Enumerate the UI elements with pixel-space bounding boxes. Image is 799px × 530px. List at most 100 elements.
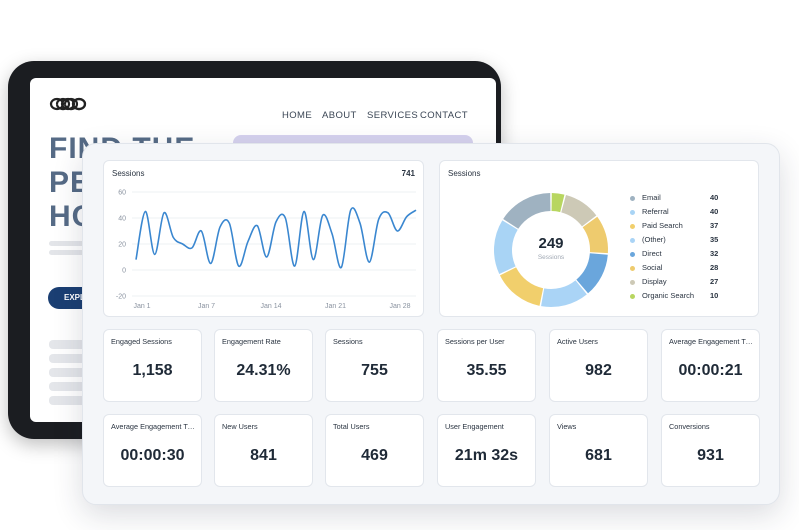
metric-label: Conversions (669, 422, 710, 431)
legend-label: Paid Search (642, 221, 683, 230)
metric-label: Engagement Rate (222, 337, 281, 346)
donut-slice[interactable] (576, 252, 608, 294)
x-tick-label: Jan 28 (389, 303, 410, 310)
nav-contact-link[interactable]: CONTACT (420, 110, 469, 121)
metric-label: Sessions per User (445, 337, 505, 346)
legend-color-dot (630, 294, 635, 299)
legend-item[interactable]: Social 28 (630, 263, 750, 277)
metric-label: Engaged Sessions (111, 337, 172, 346)
analytics-dashboard: Sessions 741 60 40 20 0 -20 Jan 1 Jan 7 Jan 14 J… (82, 143, 780, 505)
content-placeholder-bar (49, 368, 109, 377)
content-placeholder-bar (49, 396, 109, 405)
y-tick-label: 40 (118, 216, 126, 223)
legend-color-dot (630, 252, 635, 257)
donut-legend: Email 40 Referral 40 Paid Search 37 (Other) 35 D… (630, 193, 750, 305)
line-chart-total: 741 (401, 169, 415, 178)
legend-label: (Other) (642, 235, 666, 244)
legend-value: 37 (710, 221, 719, 230)
metric-card[interactable]: Active Users 982 (549, 329, 648, 402)
donut-slice[interactable] (560, 195, 597, 227)
legend-item[interactable]: Paid Search 37 (630, 221, 750, 235)
nav-home-link[interactable]: HOME (282, 110, 313, 121)
nav-about-link[interactable]: ABOUT (322, 110, 357, 121)
metric-value: 982 (585, 362, 612, 379)
content-placeholder-bar (49, 382, 109, 391)
metric-value: 24.31% (236, 362, 291, 379)
legend-label: Direct (642, 249, 662, 258)
y-tick-label: 20 (118, 242, 126, 249)
metric-value: 1,158 (132, 362, 173, 379)
legend-item[interactable]: (Other) 35 (630, 235, 750, 249)
legend-color-dot (630, 266, 635, 271)
legend-value: 32 (710, 249, 719, 258)
metric-card[interactable]: New Users 841 (214, 414, 313, 487)
x-tick-label: Jan 14 (260, 303, 281, 310)
metric-card[interactable]: Engaged Sessions 1,158 (103, 329, 202, 402)
donut-center-value: 249 (538, 235, 564, 252)
x-tick-label: Jan 7 (198, 303, 215, 310)
legend-value: 35 (710, 235, 719, 244)
sessions-donut-chart[interactable] (484, 183, 618, 317)
y-tick-label: 0 (122, 268, 126, 275)
legend-color-dot (630, 280, 635, 285)
metric-card[interactable]: Sessions per User 35.55 (437, 329, 536, 402)
legend-color-dot (630, 224, 635, 229)
metric-label: Active Users (557, 337, 598, 346)
metric-card[interactable]: Views 681 (549, 414, 648, 487)
sessions-series-line[interactable] (135, 207, 417, 269)
donut-slice[interactable] (499, 266, 544, 306)
y-tick-label: -20 (116, 294, 126, 301)
metric-card[interactable]: User Engagement 21m 32s (437, 414, 536, 487)
legend-color-dot (630, 238, 635, 243)
donut-center-label: Sessions (537, 254, 565, 261)
metric-value: 469 (361, 447, 388, 464)
legend-value: 28 (710, 263, 719, 272)
legend-label: Organic Search (642, 291, 695, 300)
metric-card[interactable]: Total Users 469 (325, 414, 424, 487)
metric-label: Sessions (333, 337, 363, 346)
sessions-donut-chart-panel: Sessions 249 Sessions Email 40 Referral 40 P… (439, 160, 759, 317)
legend-value: 10 (710, 291, 719, 300)
line-chart-title: Sessions (112, 169, 145, 178)
legend-item[interactable]: Direct 32 (630, 249, 750, 263)
legend-value: 40 (710, 193, 719, 202)
legend-item[interactable]: Organic Search 10 (630, 291, 750, 305)
metric-value: 755 (361, 362, 388, 379)
brand-logo-icon (49, 97, 87, 111)
x-tick-label: Jan 21 (325, 303, 346, 310)
legend-item[interactable]: Display 27 (630, 277, 750, 291)
legend-color-dot (630, 196, 635, 201)
metric-card[interactable]: Engagement Rate 24.31% (214, 329, 313, 402)
donut-slice[interactable] (503, 193, 551, 230)
metric-card[interactable]: Average Engagement Ti... 00:00:21 (661, 329, 760, 402)
metric-card[interactable]: Sessions 755 (325, 329, 424, 402)
legend-color-dot (630, 210, 635, 215)
metric-label: Total Users (333, 422, 370, 431)
metric-card[interactable]: Average Engagement Ti... 00:00:30 (103, 414, 202, 487)
donut-slice[interactable] (494, 220, 518, 274)
metric-label: Views (557, 422, 577, 431)
sessions-line-chart[interactable]: 60 40 20 0 -20 Jan 1 Jan 7 Jan 14 Jan 21 Jan 28 (104, 161, 425, 318)
content-placeholder-bar (49, 354, 109, 363)
donut-slice[interactable] (551, 193, 565, 213)
legend-value: 40 (710, 207, 719, 216)
metric-value: 00:00:30 (120, 447, 185, 464)
metric-value: 35.55 (466, 362, 507, 379)
legend-label: Referral (642, 207, 669, 216)
metric-value: 681 (585, 447, 612, 464)
legend-item[interactable]: Email 40 (630, 193, 750, 207)
nav-services-link[interactable]: SERVICES (367, 110, 419, 121)
legend-label: Social (642, 263, 663, 272)
x-tick-label: Jan 1 (133, 303, 150, 310)
hero-text-placeholder (49, 250, 94, 255)
metric-label: New Users (222, 422, 258, 431)
metric-card[interactable]: Conversions 931 (661, 414, 760, 487)
sessions-line-chart-panel: Sessions 741 60 40 20 0 -20 Jan 1 Jan 7 Jan 14 J… (103, 160, 424, 317)
donut-chart-title: Sessions (448, 169, 481, 178)
donut-slice[interactable] (582, 216, 608, 254)
metric-label: User Engagement (445, 422, 504, 431)
legend-item[interactable]: Referral 40 (630, 207, 750, 221)
hero-text-placeholder (49, 241, 109, 246)
metric-value: 21m 32s (454, 447, 519, 464)
donut-slice[interactable] (541, 280, 587, 307)
